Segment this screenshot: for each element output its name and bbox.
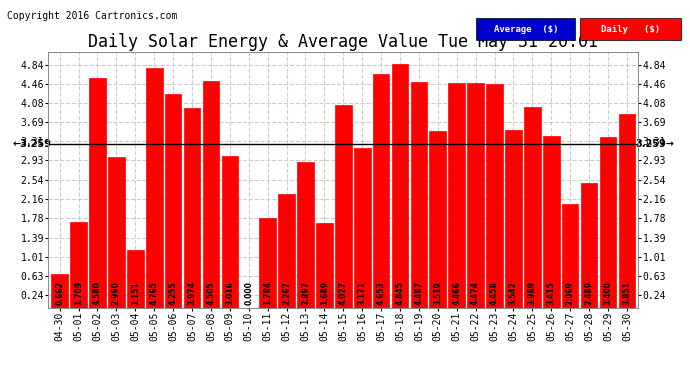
Bar xyxy=(392,64,408,308)
Text: 3.851: 3.851 xyxy=(622,281,631,305)
Bar xyxy=(600,137,616,308)
Text: 4.505: 4.505 xyxy=(206,281,215,305)
Bar xyxy=(165,94,181,308)
Text: 4.255: 4.255 xyxy=(168,281,177,305)
Bar xyxy=(373,74,389,308)
Text: 4.765: 4.765 xyxy=(150,281,159,305)
Bar xyxy=(297,162,314,308)
Bar xyxy=(203,81,219,308)
Text: 1.784: 1.784 xyxy=(263,281,272,305)
Text: 3.259→: 3.259→ xyxy=(635,139,674,149)
Title: Daily Solar Energy & Average Value Tue May 31 20:01: Daily Solar Energy & Average Value Tue M… xyxy=(88,33,598,51)
Text: 1.709: 1.709 xyxy=(74,281,83,305)
Text: 0.000: 0.000 xyxy=(244,281,253,305)
Bar xyxy=(354,148,371,308)
Text: 4.580: 4.580 xyxy=(93,281,102,305)
Bar xyxy=(184,108,200,308)
Bar xyxy=(619,114,635,308)
Bar xyxy=(335,105,352,308)
Text: 1.151: 1.151 xyxy=(131,281,140,305)
Bar xyxy=(581,183,598,308)
Text: Daily   ($): Daily ($) xyxy=(601,25,660,34)
Bar xyxy=(316,223,333,308)
Bar xyxy=(259,218,276,308)
FancyBboxPatch shape xyxy=(580,18,681,40)
Bar xyxy=(127,250,144,308)
Text: Copyright 2016 Cartronics.com: Copyright 2016 Cartronics.com xyxy=(7,11,177,21)
Text: 2.897: 2.897 xyxy=(301,281,310,305)
Text: 3.400: 3.400 xyxy=(604,281,613,305)
Text: 3.171: 3.171 xyxy=(357,281,366,305)
Bar xyxy=(221,156,238,308)
Text: ←3.259: ←3.259 xyxy=(12,139,51,149)
Bar xyxy=(429,131,446,308)
Bar xyxy=(51,274,68,308)
Bar xyxy=(89,78,106,308)
Bar xyxy=(467,83,484,308)
Text: 3.989: 3.989 xyxy=(528,281,537,305)
Bar xyxy=(448,83,465,308)
Text: 4.474: 4.474 xyxy=(471,281,480,305)
Text: 4.466: 4.466 xyxy=(452,281,461,305)
Bar xyxy=(543,136,560,308)
Text: 3.415: 3.415 xyxy=(546,281,555,305)
Text: 1.689: 1.689 xyxy=(320,281,329,305)
Text: 4.487: 4.487 xyxy=(415,281,424,305)
Bar xyxy=(70,222,87,308)
Text: 2.489: 2.489 xyxy=(584,281,593,305)
Bar xyxy=(486,84,503,308)
Text: 3.542: 3.542 xyxy=(509,281,518,305)
Bar xyxy=(524,107,541,308)
Text: 4.458: 4.458 xyxy=(490,281,499,305)
Text: 0.662: 0.662 xyxy=(55,281,64,305)
Text: 4.845: 4.845 xyxy=(395,281,404,305)
Bar xyxy=(108,158,125,308)
Text: Average  ($): Average ($) xyxy=(493,25,558,34)
Bar xyxy=(146,68,163,308)
Text: 3.519: 3.519 xyxy=(433,281,442,305)
Text: 4.653: 4.653 xyxy=(377,281,386,305)
Text: 2.069: 2.069 xyxy=(566,281,575,305)
Text: 3.974: 3.974 xyxy=(188,281,197,305)
Text: 2.267: 2.267 xyxy=(282,281,291,305)
Bar xyxy=(278,194,295,308)
Bar xyxy=(505,130,522,308)
Text: 2.990: 2.990 xyxy=(112,281,121,305)
Bar xyxy=(411,82,427,308)
Text: 3.016: 3.016 xyxy=(226,281,235,305)
Bar xyxy=(562,204,578,308)
FancyBboxPatch shape xyxy=(476,18,575,40)
Text: 4.027: 4.027 xyxy=(339,281,348,305)
